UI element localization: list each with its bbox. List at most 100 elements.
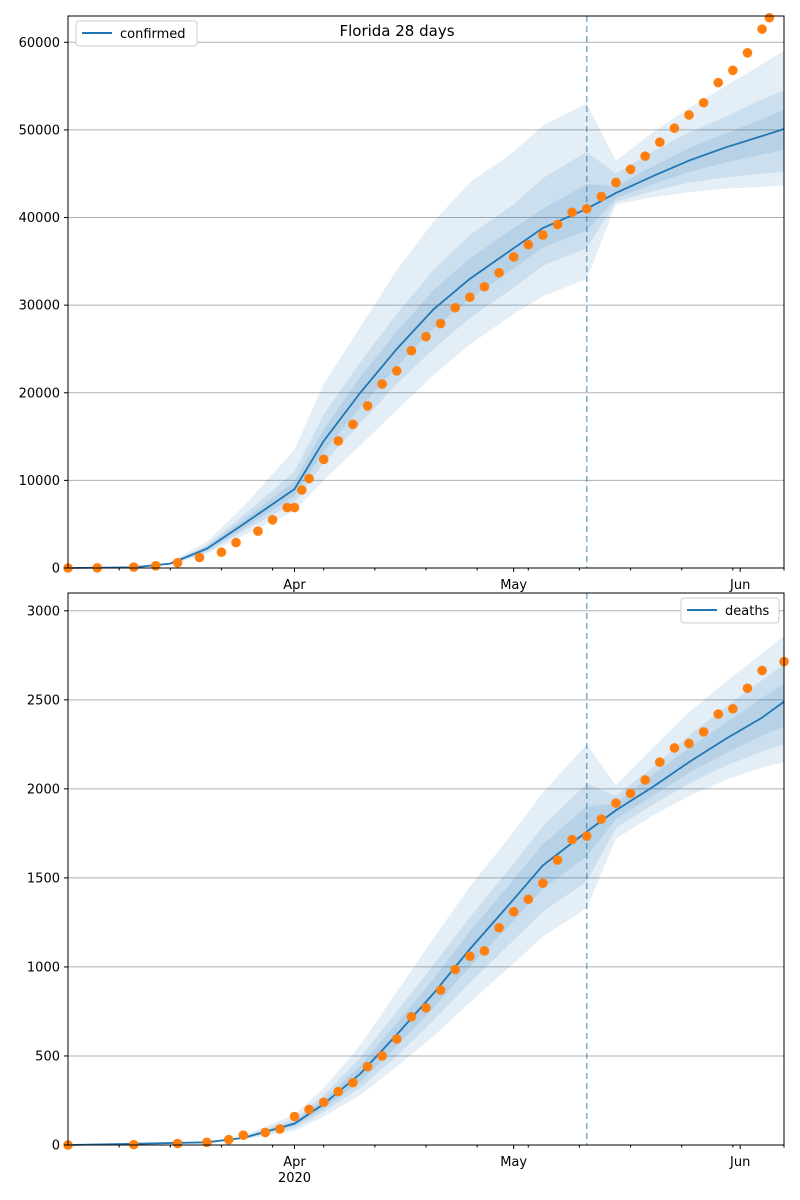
- confirmed-observed-point: [742, 48, 753, 58]
- confirmed-y-tick-label: 40000: [19, 211, 60, 226]
- confirmed-observed-point: [654, 137, 665, 147]
- deaths-observed-point: [238, 1130, 249, 1141]
- confirmed-observed-point: [552, 219, 563, 230]
- confirmed-band-inner: [170, 109, 785, 565]
- deaths-y-ticks: 0 500 1000 1500 2000 2500 3000: [27, 604, 68, 1154]
- confirmed-y-tick-label: 60000: [19, 36, 60, 51]
- confirmed-y-tick-label: 10000: [19, 474, 60, 489]
- confirmed-observed-point: [377, 379, 387, 389]
- deaths-observed-point: [698, 727, 709, 737]
- deaths-y-tick-label: 1000: [27, 960, 60, 975]
- deaths-observed-point: [713, 709, 724, 719]
- deaths-observed-point: [421, 1003, 431, 1013]
- deaths-observed-points: [63, 656, 789, 1150]
- confirmed-legend: confirmed: [75, 20, 198, 47]
- deaths-median-line: [67, 700, 785, 1146]
- deaths-observed-point: [596, 814, 607, 824]
- deaths-observed-point: [223, 1134, 234, 1145]
- confirmed-band-outer: [170, 51, 785, 565]
- deaths-observed-point: [450, 964, 461, 975]
- confirmed-x-tick-label: May: [500, 578, 527, 593]
- confirmed-observed-point: [625, 164, 636, 175]
- confirmed-observed-point: [421, 331, 431, 342]
- confirmed-observed-point: [523, 239, 534, 250]
- deaths-observed-point: [567, 834, 577, 845]
- deaths-median-path: [67, 700, 785, 1146]
- deaths-observed-point: [318, 1097, 329, 1108]
- deaths-observed-point: [581, 831, 592, 841]
- confirmed-y-tick-label: 50000: [19, 123, 60, 138]
- deaths-observed-point: [391, 1034, 402, 1044]
- deaths-x-tick-label: Jun: [729, 1155, 750, 1170]
- confirmed-observed-point: [640, 151, 650, 161]
- confirmed-y-tick-label: 0: [52, 562, 60, 577]
- deaths-y-tick-label: 3000: [27, 604, 60, 619]
- confirmed-observed-point: [684, 110, 694, 120]
- confirmed-observed-point: [611, 177, 621, 188]
- deaths-observed-point: [640, 775, 650, 785]
- confirmed-observed-point: [435, 318, 446, 329]
- deaths-bands: [243, 635, 785, 1140]
- deaths-observed-point: [669, 743, 680, 753]
- confirmed-observed-point: [596, 191, 607, 202]
- confirmed-x-tick-label: Apr: [283, 578, 306, 593]
- deaths-observed-point: [728, 703, 738, 714]
- confirmed-observed-point: [581, 203, 592, 214]
- deaths-observed-point: [494, 922, 504, 933]
- confirmed-observed-point: [289, 502, 300, 513]
- confirmed-x-tick-label: Jun: [729, 578, 750, 593]
- confirmed-median-line: [67, 128, 785, 569]
- confirmed-x-ticks: Apr May Jun: [118, 568, 785, 593]
- deaths-band-outer: [243, 635, 785, 1140]
- deaths-observed-point: [625, 788, 636, 799]
- deaths-observed-point: [538, 878, 548, 889]
- confirmed-legend-label: confirmed: [120, 27, 186, 42]
- deaths-observed-point: [523, 894, 534, 905]
- deaths-observed-point: [654, 757, 665, 767]
- deaths-observed-point: [684, 738, 694, 749]
- confirmed-observed-point: [194, 552, 205, 563]
- confirmed-y-tick-label: 30000: [19, 299, 60, 314]
- confirmed-observed-point: [508, 252, 519, 262]
- deaths-observed-point: [435, 985, 446, 995]
- deaths-observed-point: [757, 665, 767, 676]
- confirmed-y-tick-label: 20000: [19, 386, 60, 401]
- deaths-x-tick-label: May: [500, 1155, 527, 1170]
- deaths-observed-point: [479, 946, 490, 956]
- confirmed-observed-point: [406, 345, 417, 356]
- confirmed-observed-point: [150, 561, 161, 571]
- deaths-legend-label: deaths: [725, 604, 770, 619]
- confirmed-observed-point: [567, 207, 577, 218]
- deaths-observed-point: [406, 1011, 417, 1022]
- confirmed-observed-point: [231, 537, 241, 548]
- deaths-x-year-label: 2020: [278, 1171, 311, 1186]
- confirmed-observed-point: [333, 436, 344, 446]
- deaths-legend-box: [680, 597, 780, 624]
- deaths-observed-point: [172, 1138, 183, 1149]
- confirmed-observed-point: [764, 12, 775, 23]
- confirmed-band-middle: [170, 90, 785, 565]
- confirmed-legend-box: [75, 20, 198, 47]
- confirmed-observed-point: [362, 401, 373, 411]
- confirmed-observed-point: [282, 502, 292, 513]
- confirmed-observed-point: [538, 230, 548, 240]
- confirmed-observed-point: [757, 24, 767, 34]
- chart-title: Florida 28 days: [339, 22, 454, 40]
- deaths-observed-point: [202, 1137, 212, 1148]
- confirmed-observed-point: [465, 292, 475, 303]
- deaths-observed-point: [508, 906, 519, 917]
- confirmed-y-ticks: 0 10000 20000 30000 40000 50000 60000: [19, 36, 68, 577]
- confirmed-median-path: [67, 128, 785, 569]
- confirmed-observed-point: [479, 281, 490, 292]
- deaths-y-tick-label: 0: [52, 1139, 60, 1154]
- confirmed-observed-point: [128, 562, 139, 572]
- deaths-observed-point: [552, 855, 563, 865]
- deaths-observed-point: [260, 1127, 271, 1138]
- confirmed-observed-point: [494, 267, 504, 278]
- deaths-observed-point: [611, 798, 621, 808]
- deaths-grid: [68, 610, 784, 1057]
- deaths-observed-point: [275, 1124, 285, 1134]
